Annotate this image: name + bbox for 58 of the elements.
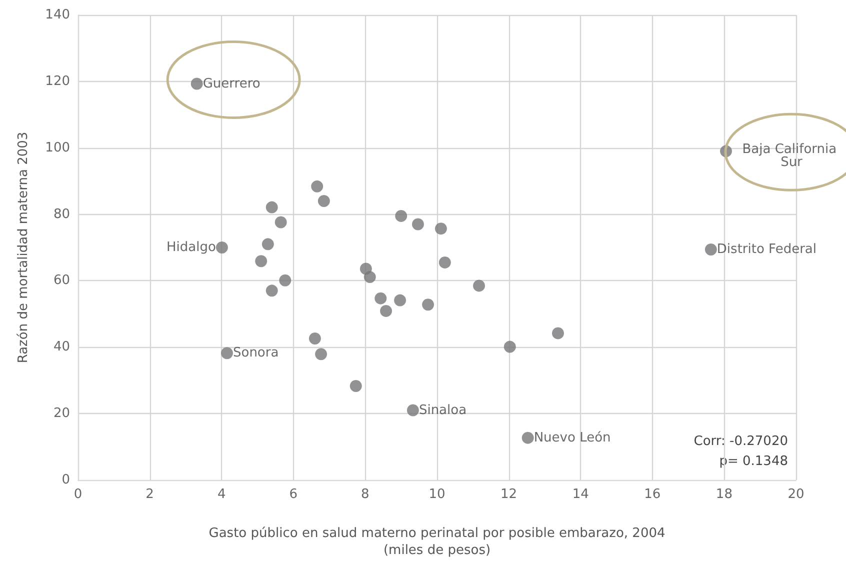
point [308,332,321,345]
point [190,78,203,90]
point [422,298,434,311]
point [473,280,486,292]
point [262,238,274,250]
y-tick-label: 20 [53,406,70,422]
x-tick-label: 14 [572,487,589,502]
x-tick-label: 4 [217,487,226,502]
annotation: Baja California Sur [742,142,841,170]
y-tick-label: 40 [53,340,70,355]
point [522,432,534,444]
point [216,242,228,254]
point [394,294,406,306]
x-axis-title: Gasto público en salud materno perinatal por posible embarazo, 2004 (miles de pesos) [208,526,666,558]
point [406,404,419,416]
point [434,222,447,235]
y-tick-label: 100 [45,140,70,156]
point [255,255,268,268]
annotation: Corr: -0.27020 [694,434,788,449]
y-tick-label: 0 [62,472,70,488]
point [364,271,376,284]
y-tick-label: 120 [45,74,70,89]
x-tick-label: 6 [289,487,298,502]
x-tick-label: 16 [644,487,661,502]
annotation: Distrito Federal [716,242,816,257]
y-tick-label: 60 [53,273,70,288]
point [279,274,292,286]
annotation: Sinaloa [418,402,467,418]
point [220,347,233,360]
point [504,340,516,353]
point [380,304,392,317]
x-tick-label: 8 [361,487,370,502]
y-axis-title: Razón de mortalidad materna 2003 [16,132,31,364]
point [266,284,278,297]
point [552,327,564,340]
x-tick-label: 2 [146,487,154,502]
point [311,180,324,192]
point [274,216,287,228]
x-tick-label: 0 [74,487,82,502]
annotation: Sonora [232,346,279,361]
point [704,243,717,256]
x-tick-label: 12 [500,487,518,502]
y-tick-label: 80 [53,206,70,222]
x-tick-label: 18 [716,487,732,502]
y-tick-label: 140 [45,8,70,22]
point [395,210,408,222]
point [350,380,362,392]
x-tick-label: 20 [788,487,804,502]
point [438,256,451,268]
point [318,195,330,207]
point [266,201,278,214]
point [315,348,328,360]
point [374,292,387,304]
x-tick-label: 10 [428,487,446,502]
annotation: Nuevo León [534,430,611,446]
annotation: Guerrero [202,76,260,92]
point [412,218,424,230]
annotation: Hidalgo [166,240,216,255]
